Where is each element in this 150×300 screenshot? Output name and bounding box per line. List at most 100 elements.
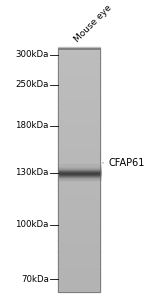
Bar [58, 128, 100, 130]
Bar [58, 188, 100, 189]
Bar [58, 246, 100, 248]
Bar [59, 177, 100, 178]
Bar [58, 95, 100, 97]
Bar [58, 238, 100, 239]
Bar [59, 174, 100, 175]
Bar [58, 243, 100, 244]
Bar [58, 174, 100, 176]
Bar [58, 208, 100, 210]
Bar [58, 169, 100, 171]
Bar [59, 167, 100, 168]
Bar [58, 184, 100, 186]
Bar [59, 165, 100, 166]
Bar [58, 106, 100, 107]
Bar [58, 63, 100, 65]
Bar [59, 173, 100, 174]
Bar [58, 138, 100, 139]
Bar [58, 283, 100, 284]
Bar [59, 170, 100, 171]
Bar [58, 181, 100, 182]
Bar [59, 177, 100, 178]
Bar [58, 148, 100, 149]
Bar [58, 288, 100, 289]
Bar [58, 157, 100, 159]
Bar [58, 266, 100, 267]
Bar [58, 142, 100, 144]
Bar [58, 271, 100, 272]
Bar [58, 119, 100, 121]
Bar [58, 172, 100, 173]
Bar [58, 214, 100, 216]
Bar [58, 279, 100, 281]
Bar [58, 61, 100, 62]
Bar [59, 178, 100, 179]
Bar [59, 173, 100, 174]
Bar [58, 67, 100, 68]
Bar [58, 166, 100, 167]
Text: 130kDa: 130kDa [15, 168, 49, 177]
Bar [58, 48, 100, 292]
Bar [58, 113, 100, 115]
Bar [58, 236, 100, 237]
Bar [58, 145, 100, 147]
Bar [58, 233, 100, 234]
Bar [59, 174, 100, 175]
Bar [58, 282, 100, 283]
Bar [58, 110, 100, 111]
Bar [58, 256, 100, 258]
Bar [58, 136, 100, 138]
Bar [58, 261, 100, 262]
Bar [58, 162, 100, 164]
Text: CFAP61: CFAP61 [103, 158, 145, 168]
Bar [58, 130, 100, 132]
Bar [58, 155, 100, 156]
Bar [58, 224, 100, 226]
Bar [58, 132, 100, 133]
Bar [58, 187, 100, 188]
Bar [58, 228, 100, 230]
Bar [58, 158, 100, 160]
Bar [58, 253, 100, 254]
Bar [59, 176, 100, 177]
Bar [58, 57, 100, 59]
Bar [58, 58, 100, 60]
Bar [58, 105, 100, 106]
Bar [58, 212, 100, 214]
Bar [59, 165, 100, 166]
Bar [58, 211, 100, 212]
Bar [59, 172, 100, 173]
Bar [58, 255, 100, 256]
Bar [58, 260, 100, 261]
Bar [58, 284, 100, 286]
Bar [59, 176, 100, 177]
Bar [58, 77, 100, 78]
Text: 100kDa: 100kDa [15, 220, 49, 229]
Bar [58, 269, 100, 271]
Bar [59, 175, 100, 176]
Bar [58, 101, 100, 103]
Bar [58, 216, 100, 217]
Bar [58, 79, 100, 81]
Bar [58, 98, 100, 99]
Bar [58, 254, 100, 255]
Bar [58, 156, 100, 158]
Bar [59, 175, 100, 176]
Bar [58, 249, 100, 250]
Bar [58, 286, 100, 288]
Bar [59, 178, 100, 179]
Bar [58, 56, 100, 58]
Bar [58, 122, 100, 123]
Bar [58, 96, 100, 98]
Bar [58, 123, 100, 124]
Bar [58, 84, 100, 86]
Bar [58, 72, 100, 74]
Bar [58, 76, 100, 77]
Bar [58, 60, 100, 61]
Bar [58, 92, 100, 93]
Bar [58, 135, 100, 137]
Bar [59, 170, 100, 171]
Bar [58, 168, 100, 170]
Bar [58, 118, 100, 120]
Bar [58, 111, 100, 112]
Bar [58, 50, 100, 51]
